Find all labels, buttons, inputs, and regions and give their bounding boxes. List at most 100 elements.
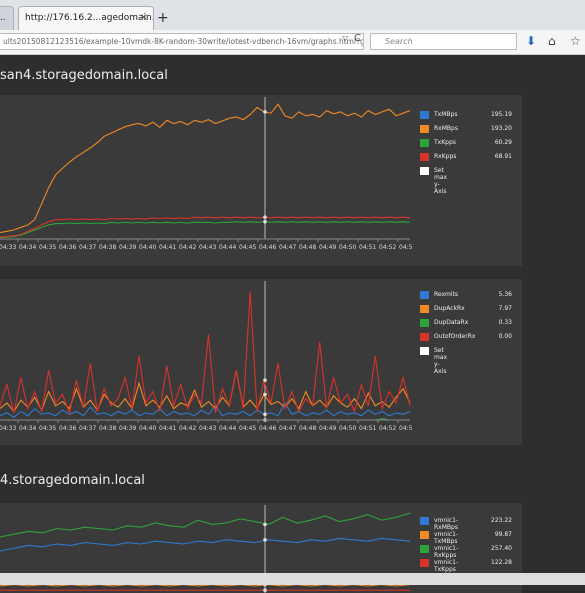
series-line-vmnic1-rxkpps [0, 512, 411, 538]
x-tick-label: 04:37 [79, 425, 96, 432]
legend-swatch[interactable] [420, 291, 429, 299]
series-line-rxkpps [0, 216, 411, 238]
host-title: 4.storagedomain.local [0, 473, 145, 488]
legend-label: DupAckRx [434, 305, 465, 312]
legend-label: TxMBps [434, 111, 458, 118]
download-icon[interactable]: ⬇ [526, 34, 537, 48]
legend-label: vmnic1-RxKpps [434, 545, 459, 559]
x-tick-label: 04:49 [319, 244, 336, 251]
chart-throughput: 04:33 04:34 04:35 04:36 04:37 04:38 04:39 04:40… [0, 97, 412, 251]
legend-label: vmnic1-TxMBps [434, 531, 459, 545]
x-tick-label: 04:39 [119, 425, 136, 432]
chart-panel-throughput: 04:33 04:34 04:35 04:36 04:37 04:38 04:39 04:40… [0, 95, 522, 266]
x-tick-label: 04:50 [339, 425, 356, 432]
legend-swatch[interactable] [420, 319, 429, 327]
x-tick-label: 04:33 [0, 425, 16, 432]
legend-swatch[interactable] [420, 153, 429, 161]
home-icon[interactable]: ⌂ [548, 34, 556, 48]
graphs-page: san4.storagedomain.local 04:33 04:34 04:35… [0, 55, 585, 593]
x-tick-label: 04:35 [39, 244, 56, 251]
bookmark-star-icon[interactable]: ☆ [570, 34, 581, 48]
legend-value: 193.20 [491, 125, 512, 132]
x-tick-label: 04:50 [339, 244, 356, 251]
x-tick-label: 04:49 [319, 425, 336, 432]
address-bar[interactable]: ults20150812123516/example-10vmdk-8K-ran… [0, 33, 364, 50]
legend-swatch[interactable] [420, 531, 429, 539]
new-tab-button[interactable]: + [157, 10, 169, 26]
legend-value: 0.33 [498, 319, 512, 326]
series-line-rxmbps [0, 103, 411, 234]
x-tick-label: 04:53 [399, 244, 412, 251]
legend-swatch[interactable] [420, 545, 429, 553]
x-tick-label: 04:34 [19, 425, 36, 432]
series-line-outoforderrx [0, 292, 411, 415]
url-dropdown-icon[interactable]: ▽ [342, 34, 349, 43]
x-tick-label: 04:45 [239, 244, 256, 251]
x-tick-label: 04:43 [199, 244, 216, 251]
legend-value: 122.28 [491, 559, 512, 566]
legend-swatch[interactable] [420, 347, 429, 355]
legend-label: RxMBps [434, 125, 458, 132]
x-tick-label: 04:46 [259, 244, 276, 251]
legend-swatch[interactable] [420, 305, 429, 313]
x-tick-label: 04:52 [379, 244, 396, 251]
legend-swatch[interactable] [420, 111, 429, 119]
cursor-point [263, 588, 267, 592]
x-tick-label: 04:38 [99, 244, 116, 251]
x-tick-label: 04:34 [19, 244, 36, 251]
x-tick-label: 04:51 [359, 425, 376, 432]
legend-value: 7.97 [498, 305, 512, 312]
tab-label: http://176.16.2...agedomain.local [25, 13, 154, 23]
series-line-dupackrx [0, 370, 411, 413]
legend-swatch[interactable] [420, 333, 429, 341]
x-tick-label: 04:36 [59, 244, 76, 251]
x-tick-label: 04:53 [399, 425, 412, 432]
legend-label: RxKpps [434, 153, 457, 160]
legend-label: vmnic1-RxMBps [434, 517, 459, 531]
legend-value: 68.91 [494, 153, 512, 160]
chart-tcp: 04:33 04:34 04:35 04:36 04:37 04:38 04:39 04:40… [0, 281, 412, 432]
x-tick-label: 04:44 [219, 425, 236, 432]
cursor-point [263, 215, 267, 219]
x-tick-label: 04:47 [279, 425, 296, 432]
x-tick-label: 04:52 [379, 425, 396, 432]
tab-bar: ... http://176.16.2...agedomain.local × … [0, 0, 585, 31]
x-tick-label: 04:51 [359, 244, 376, 251]
host-title: san4.storagedomain.local [0, 68, 168, 83]
legend-value: 5.36 [498, 291, 512, 298]
x-tick-label: 04:42 [179, 244, 196, 251]
legend-label: Set max y-Axis [434, 167, 448, 195]
legend-label: DupDataRx [434, 319, 469, 326]
x-tick-label: 04:37 [79, 244, 96, 251]
legend-swatch[interactable] [420, 125, 429, 133]
reload-icon[interactable]: C [354, 33, 361, 44]
legend-swatch[interactable] [420, 559, 429, 567]
x-tick-label: 04:39 [119, 244, 136, 251]
x-tick-label: 04:42 [179, 425, 196, 432]
cursor-point [263, 392, 267, 397]
x-tick-label: 04:41 [159, 425, 176, 432]
legend-swatch[interactable] [420, 167, 429, 175]
legend-value: 257.40 [491, 545, 512, 552]
series-line-vmnic1-rxmbps [0, 537, 411, 552]
x-tick-label: 04:35 [39, 425, 56, 432]
cursor-point [263, 522, 267, 527]
x-tick-label: 04:43 [199, 425, 216, 432]
close-tab-icon[interactable]: × [139, 12, 148, 23]
chart-panel-tcp: 04:33 04:34 04:35 04:36 04:37 04:38 04:39 04:40… [0, 279, 522, 445]
legend-value: 99.87 [494, 531, 512, 538]
legend-swatch[interactable] [420, 517, 429, 525]
legend-label: vmnic1-TxKpps [434, 559, 459, 573]
cursor-point [263, 378, 267, 382]
tab-label: ... [0, 13, 6, 23]
tab-active[interactable]: http://176.16.2...agedomain.local × [18, 6, 154, 30]
search-input[interactable]: Search [370, 33, 517, 50]
cursor-point [263, 538, 267, 542]
legend-swatch[interactable] [420, 139, 429, 147]
legend-label: Set max y-Axis [434, 347, 448, 375]
tab-previous[interactable]: ... [0, 6, 14, 30]
legend-label: OutofOrderRx [434, 333, 476, 340]
x-tick-label: 04:48 [299, 425, 316, 432]
legend-value: 223.22 [491, 517, 512, 524]
cursor-point [263, 110, 267, 114]
